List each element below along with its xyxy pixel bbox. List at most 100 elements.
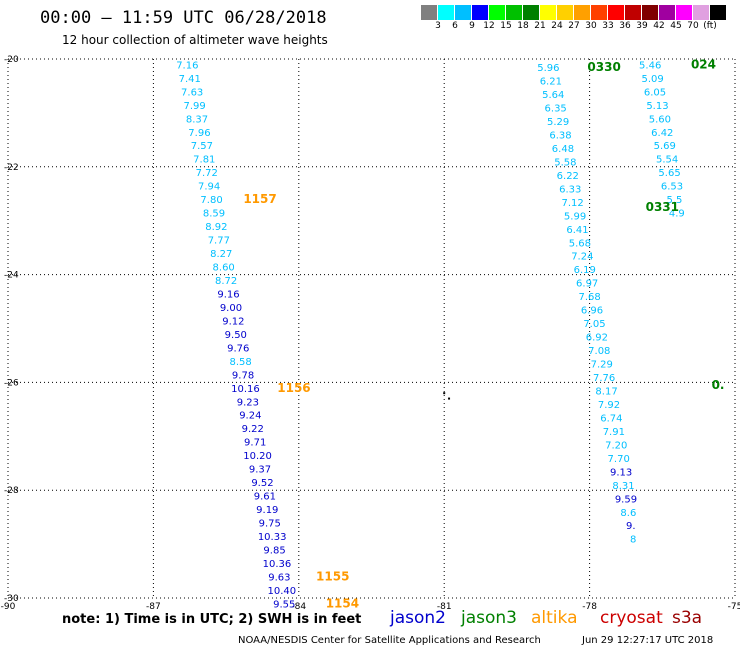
footer-note: note: 1) Time is in UTC; 2) SWH is in fe… [62, 612, 362, 627]
swh-value: 7.81 [193, 155, 215, 166]
swh-value: 8.60 [213, 263, 235, 274]
swh-value: 7.94 [198, 182, 220, 193]
time-annotation: 024 [691, 57, 716, 71]
swh-value: 9.59 [615, 494, 637, 505]
swh-value: 8.17 [595, 386, 617, 397]
time-annotation: 1156 [277, 381, 310, 395]
color-legend: 3 6 9 12 15 18 21 24 27 30 33 36 39 42 45 70 (ft) [421, 5, 727, 32]
satellite-label-cryosat: cryosat [600, 608, 663, 628]
chart-subtitle: 12 hour collection of altimeter wave hei… [62, 33, 328, 47]
swh-value: 6.38 [549, 130, 571, 141]
swh-value: 7.05 [583, 319, 605, 330]
swh-value: 9.61 [254, 492, 276, 503]
legend-swatch [506, 5, 523, 20]
generated-timestamp: Jun 29 12:27:17 UTC 2018 [582, 635, 714, 646]
swh-value: 7.08 [588, 346, 610, 357]
swh-value: 9.55 [273, 599, 295, 610]
legend-labels: 3 6 9 12 15 18 21 24 27 30 33 36 39 42 45 70 (ft) [421, 20, 727, 32]
swh-value: 7.99 [183, 101, 205, 112]
swh-value: 7.92 [598, 400, 620, 411]
legend-swatch [625, 5, 642, 20]
x-tick-label: -75 [728, 602, 740, 612]
swh-value: 6.48 [552, 144, 574, 155]
swh-value: 7.16 [176, 60, 198, 71]
swh-value: 9.50 [225, 330, 247, 341]
swh-value: 6.96 [581, 306, 603, 317]
swh-value: 6.97 [576, 279, 598, 290]
time-annotation: 0. [712, 378, 725, 392]
swh-value: 5.69 [654, 141, 676, 152]
legend-swatch [676, 5, 693, 20]
legend-label: (ft) [703, 21, 717, 31]
swh-value: 9.76 [227, 343, 249, 354]
point-marker [443, 392, 446, 395]
legend-label: 27 [568, 21, 580, 31]
y-tick-label: -20 [4, 55, 19, 65]
swh-value: 5.96 [537, 63, 559, 74]
legend-label: 70 [687, 21, 699, 31]
swh-value: 9.52 [251, 478, 273, 489]
y-tick-label: -28 [4, 486, 19, 496]
legend-label: 6 [452, 21, 458, 31]
legend-swatch [608, 5, 625, 20]
point-marker [448, 397, 451, 400]
legend-swatch [489, 5, 506, 20]
swh-value: 6.53 [661, 182, 683, 193]
swh-value: 6.05 [644, 87, 666, 98]
time-annotation: 1154 [326, 596, 359, 610]
legend-swatch [710, 5, 727, 20]
swh-value: 5.13 [646, 101, 668, 112]
x-tick-label: -81 [437, 602, 452, 612]
swh-value: 9.23 [237, 397, 259, 408]
legend-swatch [693, 5, 710, 20]
legend-swatch [574, 5, 591, 20]
swh-value: 5.5 [666, 195, 682, 206]
swh-value: 8.72 [215, 276, 237, 287]
swh-value: 9.22 [242, 424, 264, 435]
y-tick-label: -26 [4, 378, 19, 388]
swh-value: 7.68 [578, 292, 600, 303]
swh-value: 6.35 [545, 104, 567, 115]
legend-swatch [659, 5, 676, 20]
swh-value: 8.6 [620, 508, 636, 519]
legend-label: 36 [619, 21, 631, 31]
swh-value: 7.91 [603, 427, 625, 438]
time-annotation: 1155 [316, 569, 349, 583]
time-annotation: 0330 [587, 60, 620, 74]
legend-label: 15 [500, 21, 512, 31]
swh-value: 9.12 [222, 316, 244, 327]
legend-swatch [472, 5, 489, 20]
x-tick-label: -84 [291, 602, 306, 612]
swh-value: 9.78 [232, 370, 254, 381]
y-tick-label: -24 [4, 271, 19, 281]
swh-value: 9.71 [244, 438, 266, 449]
legend-label: 9 [469, 21, 475, 31]
legend-label: 39 [636, 21, 648, 31]
swh-value: 9.37 [249, 465, 271, 476]
swh-value: 8.92 [205, 222, 227, 233]
swh-value: 8.59 [203, 209, 225, 220]
swh-value: 9.75 [259, 519, 281, 530]
swh-value: 5.46 [639, 60, 661, 71]
legend-label: 42 [653, 21, 665, 31]
swh-value: 7.80 [200, 195, 222, 206]
swh-value: 10.40 [268, 586, 297, 597]
swh-value: 6.74 [600, 413, 622, 424]
swh-value: 9. [626, 521, 636, 532]
swh-value: 9.16 [217, 289, 239, 300]
swh-value: 5.54 [656, 155, 678, 166]
swh-value: 6.42 [651, 128, 673, 139]
swh-value: 9.00 [220, 303, 242, 314]
legend-swatch [455, 5, 472, 20]
swh-value: 7.20 [605, 440, 627, 451]
satellite-label-altika: altika [531, 608, 578, 628]
credit-text: NOAA/NESDIS Center for Satellite Applica… [238, 635, 541, 646]
swh-value: 9.63 [268, 572, 290, 583]
legend-swatch [421, 5, 438, 20]
satellite-label-jason3: jason3 [461, 608, 517, 628]
swh-value: 5.09 [641, 74, 663, 85]
legend-swatch [523, 5, 540, 20]
swh-value: 9.24 [239, 411, 261, 422]
swh-value: 7.96 [188, 128, 210, 139]
legend-swatch [540, 5, 557, 20]
